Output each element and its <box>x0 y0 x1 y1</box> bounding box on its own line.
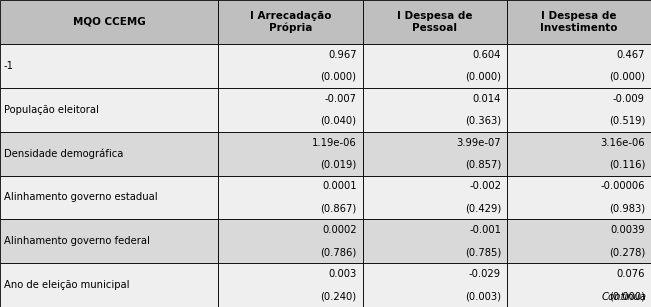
Text: 0.0002: 0.0002 <box>322 225 357 235</box>
Bar <box>218 219 363 263</box>
Text: Alinhamento governo estadual: Alinhamento governo estadual <box>4 192 158 202</box>
Bar <box>218 263 363 307</box>
Text: (0.240): (0.240) <box>320 291 357 301</box>
Text: 0.0001: 0.0001 <box>322 181 357 192</box>
Text: (0.278): (0.278) <box>609 247 645 257</box>
Text: I Arrecadação
Própria: I Arrecadação Própria <box>249 11 331 33</box>
Bar <box>507 263 651 307</box>
Bar <box>363 0 507 44</box>
Text: (0.003): (0.003) <box>465 291 501 301</box>
Bar <box>507 0 651 44</box>
Bar <box>507 44 651 88</box>
Bar <box>0 263 218 307</box>
Bar <box>218 88 363 132</box>
Bar <box>363 263 507 307</box>
Bar <box>0 88 218 132</box>
Bar <box>363 176 507 219</box>
Text: -0.00006: -0.00006 <box>600 181 645 192</box>
Bar <box>363 132 507 176</box>
Bar <box>0 176 218 219</box>
Bar <box>363 219 507 263</box>
Text: (0.000): (0.000) <box>609 72 645 82</box>
Text: (0.363): (0.363) <box>465 116 501 126</box>
Text: (0.000): (0.000) <box>320 72 357 82</box>
Text: (0.867): (0.867) <box>320 203 357 213</box>
Text: (0.000): (0.000) <box>609 291 645 301</box>
Text: 3.99e-07: 3.99e-07 <box>456 138 501 148</box>
Text: 0.967: 0.967 <box>328 50 357 60</box>
Text: I Despesa de
Pessoal: I Despesa de Pessoal <box>397 11 473 33</box>
Text: 0.003: 0.003 <box>328 269 357 279</box>
Text: (0.429): (0.429) <box>465 203 501 213</box>
Text: (0.000): (0.000) <box>465 72 501 82</box>
Bar <box>218 132 363 176</box>
Text: -0.009: -0.009 <box>613 94 645 104</box>
Text: 1.19e-06: 1.19e-06 <box>312 138 357 148</box>
Text: 0.0039: 0.0039 <box>611 225 645 235</box>
Bar <box>507 132 651 176</box>
Text: Alinhamento governo federal: Alinhamento governo federal <box>4 236 150 246</box>
Bar <box>363 88 507 132</box>
Text: Continua: Continua <box>602 292 647 302</box>
Text: 0.076: 0.076 <box>616 269 645 279</box>
Text: Densidade demográfica: Densidade demográfica <box>4 148 124 159</box>
Text: -0.029: -0.029 <box>469 269 501 279</box>
Bar <box>0 219 218 263</box>
Text: 0.467: 0.467 <box>616 50 645 60</box>
Text: (0.983): (0.983) <box>609 203 645 213</box>
Text: -0.007: -0.007 <box>325 94 357 104</box>
Bar <box>507 176 651 219</box>
Text: (0.857): (0.857) <box>465 160 501 169</box>
Bar <box>0 132 218 176</box>
Text: Ano de eleição municipal: Ano de eleição municipal <box>4 280 130 290</box>
Text: I Despesa de
Investimento: I Despesa de Investimento <box>540 11 618 33</box>
Bar <box>0 0 218 44</box>
Bar <box>218 44 363 88</box>
Bar <box>218 0 363 44</box>
Text: 0.604: 0.604 <box>473 50 501 60</box>
Text: (0.519): (0.519) <box>609 116 645 126</box>
Bar <box>0 44 218 88</box>
Bar <box>507 88 651 132</box>
Text: (0.116): (0.116) <box>609 160 645 169</box>
Text: (0.785): (0.785) <box>465 247 501 257</box>
Text: (0.040): (0.040) <box>320 116 357 126</box>
Text: -0.001: -0.001 <box>469 225 501 235</box>
Bar <box>507 219 651 263</box>
Bar <box>363 44 507 88</box>
Text: (0.786): (0.786) <box>320 247 357 257</box>
Text: -1: -1 <box>4 61 14 71</box>
Text: 0.014: 0.014 <box>473 94 501 104</box>
Bar <box>218 176 363 219</box>
Text: População eleitoral: População eleitoral <box>4 105 99 115</box>
Text: -0.002: -0.002 <box>469 181 501 192</box>
Text: 3.16e-06: 3.16e-06 <box>600 138 645 148</box>
Text: (0.019): (0.019) <box>320 160 357 169</box>
Text: MQO CCEMG: MQO CCEMG <box>73 17 145 27</box>
